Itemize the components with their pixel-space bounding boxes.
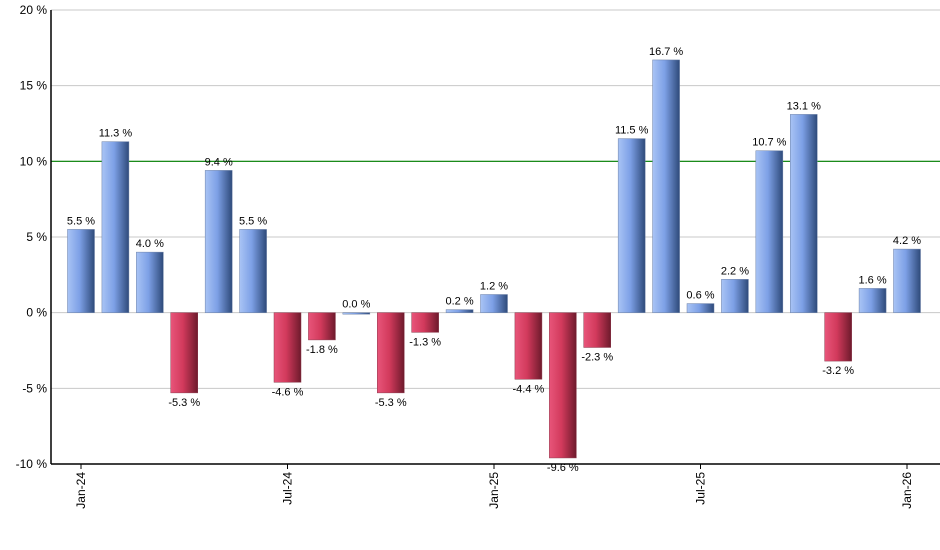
- x-tick-label: Jan-25: [487, 472, 501, 509]
- data-label: -1.3 %: [409, 336, 441, 348]
- data-label: -9.6 %: [547, 462, 579, 474]
- bar: [411, 312, 439, 333]
- axes: -10 % -5 % 0 % 5 % 10 % 15 % 20 % Jan-24 Jul-24 J…: [16, 3, 940, 509]
- y-tick-label: 20 %: [20, 3, 48, 17]
- data-label: 0.0 %: [342, 299, 370, 311]
- y-tick-label: -10 %: [16, 457, 48, 471]
- bar: [101, 141, 130, 313]
- bar: [514, 312, 543, 380]
- bar: [342, 312, 371, 315]
- gridlines: [51, 9, 940, 389]
- data-label: 2.2 %: [721, 265, 749, 277]
- bar: [721, 279, 749, 313]
- bar: [239, 229, 267, 313]
- bar: [652, 59, 680, 313]
- bar: [170, 312, 198, 394]
- bar: [790, 114, 818, 313]
- data-label: 1.2 %: [480, 281, 508, 293]
- data-label: 10.7 %: [752, 137, 786, 149]
- data-label: 11.3 %: [99, 128, 133, 140]
- data-label: -5.3 %: [168, 397, 200, 409]
- data-label: 5.5 %: [67, 215, 95, 227]
- y-tick-label: -5 %: [22, 381, 47, 395]
- bar: [755, 150, 784, 313]
- bars: 5.5 % 11.3 % 4.0 % -5.3 % 9.4 % 5.5 % -4.6 % -1…: [67, 46, 921, 474]
- data-label: 16.7 %: [649, 46, 683, 58]
- data-label: 5.5 %: [239, 215, 267, 227]
- bar: [617, 138, 646, 313]
- data-label: 11.5 %: [615, 125, 649, 137]
- y-tick-label: 5 %: [26, 230, 47, 244]
- bar: [686, 303, 715, 313]
- data-label: -2.3 %: [581, 351, 613, 363]
- data-label: 1.6 %: [859, 274, 887, 286]
- data-label: -3.2 %: [822, 365, 854, 377]
- bar: [583, 312, 611, 348]
- data-label: 4.0 %: [136, 238, 164, 250]
- data-label: -1.8 %: [306, 344, 338, 356]
- bar: [480, 294, 508, 313]
- data-label: -5.3 %: [375, 397, 407, 409]
- data-label: 9.4 %: [205, 156, 233, 168]
- data-label: 0.6 %: [686, 290, 714, 302]
- x-tick-label: Jul-25: [694, 472, 708, 505]
- bar: [377, 312, 405, 394]
- data-label: 13.1 %: [787, 100, 821, 112]
- data-label: 4.2 %: [893, 235, 921, 247]
- data-label: -4.6 %: [272, 386, 304, 398]
- bar: [549, 312, 577, 459]
- bar: [445, 309, 474, 313]
- bar: [893, 248, 921, 313]
- bar: [308, 312, 336, 341]
- data-label: 0.2 %: [446, 296, 474, 308]
- bar: [67, 229, 95, 313]
- bar: [824, 312, 852, 362]
- data-label: -4.4 %: [513, 383, 545, 395]
- bar: [204, 170, 233, 313]
- y-tick-label: 0 %: [26, 306, 47, 320]
- x-tick-label: Jul-24: [281, 472, 295, 505]
- bar: [136, 251, 164, 313]
- x-tick-label: Jan-24: [74, 472, 88, 509]
- bar: [273, 312, 302, 383]
- bar: [858, 288, 887, 313]
- x-tick-label: Jan-26: [900, 472, 914, 509]
- y-tick-label: 15 %: [20, 79, 48, 93]
- y-tick-label: 10 %: [20, 154, 48, 168]
